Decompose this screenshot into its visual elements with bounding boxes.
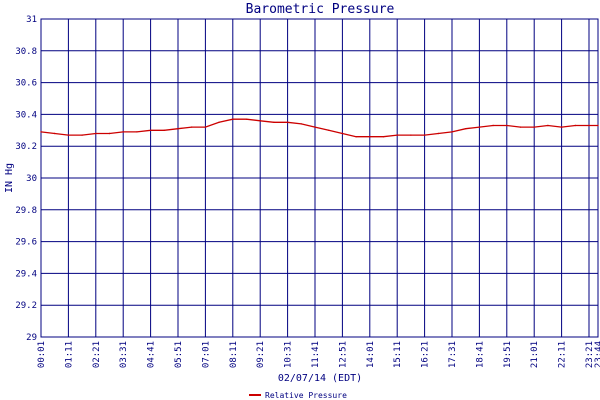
y-axis-label: IN Hg (4, 163, 15, 193)
data-point (314, 126, 316, 128)
data-point (341, 132, 344, 135)
data-point (519, 126, 522, 128)
data-point (560, 126, 563, 128)
x-tick-label: 07:01 (201, 341, 211, 368)
y-tick-label: 29 (26, 333, 37, 343)
data-point (204, 126, 207, 128)
data-point (136, 131, 138, 133)
data-point (328, 129, 330, 131)
data-point (81, 134, 83, 136)
x-tick-label: 23:21 (585, 341, 595, 368)
data-point (492, 124, 494, 127)
data-point (259, 120, 261, 122)
y-tick-label: 30.6 (15, 79, 37, 89)
data-point (273, 121, 275, 124)
data-point (177, 128, 179, 130)
data-point (218, 121, 220, 124)
data-point (122, 131, 124, 133)
x-tick-label: 19:51 (503, 341, 513, 368)
data-point (40, 131, 42, 133)
y-tick-label: 30 (26, 174, 37, 184)
data-point (95, 132, 97, 135)
data-point (506, 124, 508, 127)
data-point (396, 134, 398, 136)
y-tick-label: 29.2 (15, 301, 37, 311)
data-point (163, 129, 165, 131)
x-tick-label: 17:31 (448, 341, 458, 368)
data-point (54, 132, 56, 135)
x-tick-label: 02:21 (92, 341, 102, 368)
data-point (300, 123, 302, 125)
y-tick-label: 31 (26, 15, 37, 25)
x-tick-label: 18:41 (475, 341, 485, 368)
x-tick-label: 22:11 (558, 341, 568, 368)
data-point (588, 124, 590, 127)
data-point (382, 136, 385, 138)
data-point (423, 134, 426, 136)
x-tick-label: 01:11 (64, 341, 74, 368)
y-tick-labels: 29 29.2 29.4 29.6 29.8 30 30.2 30.4 30.6 30.8 31 (15, 15, 37, 343)
y-tick-label: 29.4 (15, 269, 37, 279)
legend-label: Relative Pressure (265, 391, 347, 400)
data-point (108, 132, 111, 135)
grid-lines (40, 18, 599, 338)
data-point (451, 131, 453, 133)
x-tick-label: 05:51 (174, 341, 184, 368)
data-point (149, 129, 152, 131)
x-tick-label: 16:21 (421, 341, 431, 368)
series-line (40, 118, 598, 138)
data-point (478, 126, 481, 128)
x-tick-label: 03:31 (119, 341, 129, 368)
x-tick-label: 21:01 (530, 341, 540, 368)
data-point (547, 124, 549, 127)
x-tick-label: 23:44 (594, 341, 600, 368)
x-tick-label: 15:11 (393, 341, 403, 368)
data-point (191, 126, 193, 128)
data-point (410, 134, 412, 136)
x-tick-label: 08:11 (229, 341, 239, 368)
data-point (437, 132, 439, 135)
data-point (67, 134, 70, 136)
x-tick-label: 14:01 (366, 341, 376, 368)
data-point (465, 128, 467, 130)
y-tick-label: 30.4 (15, 110, 37, 120)
x-axis-label: 02/07/14 (EDT) (278, 373, 362, 384)
data-point (369, 136, 371, 138)
data-point (533, 126, 535, 128)
y-tick-label: 30.2 (15, 142, 37, 152)
y-tick-label: 29.6 (15, 238, 37, 248)
y-tick-label: 30.8 (15, 47, 37, 57)
data-point (232, 118, 234, 120)
chart-title: Barometric Pressure (246, 2, 395, 17)
data-point (574, 124, 576, 127)
data-point (355, 136, 357, 138)
y-tick-label: 29.8 (15, 206, 37, 216)
x-tick-label: 04:41 (147, 341, 157, 368)
series-group (40, 118, 599, 138)
data-point (245, 118, 248, 120)
data-point (597, 124, 599, 127)
x-tick-label: 09:21 (256, 341, 266, 368)
x-tick-label: 10:31 (284, 341, 294, 368)
x-tick-label: 12:51 (338, 341, 348, 368)
x-tick-label: 00:01 (37, 341, 47, 368)
data-point (286, 121, 289, 124)
x-tick-labels: 00:01 01:11 02:21 03:31 04:41 05:51 07:01 08:11… (37, 341, 600, 368)
x-tick-label: 11:41 (311, 341, 321, 368)
